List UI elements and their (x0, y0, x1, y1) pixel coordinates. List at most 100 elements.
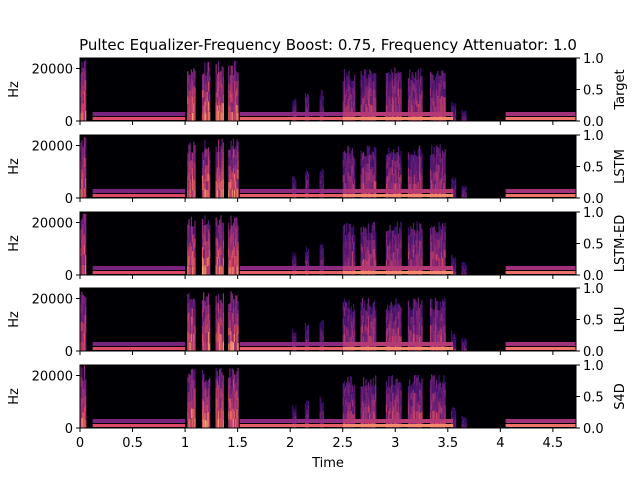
spectral-cell (369, 400, 371, 408)
spectral-cell (438, 310, 440, 318)
spectral-cell (193, 160, 195, 170)
spectral-cell (308, 328, 310, 334)
spectral-cell (395, 324, 397, 334)
spectral-cell (385, 404, 388, 413)
spectral-cell (373, 342, 376, 351)
spectral-cell (400, 329, 402, 337)
spectral-cell (204, 235, 206, 246)
spectral-cell (461, 272, 463, 275)
spectral-cell (416, 411, 418, 420)
spectral-cell (373, 230, 376, 240)
spectral-cell (431, 225, 433, 234)
spectral-cell (390, 260, 392, 268)
spectral-cell (189, 419, 191, 428)
spectral-cell (203, 159, 205, 168)
spectral-cell (366, 253, 368, 261)
spectral-cell (345, 248, 347, 255)
spectral-cell (205, 266, 207, 275)
spectral-cell (412, 231, 414, 241)
spectral-cell (322, 335, 324, 341)
right-tick-label: 0.5 (583, 391, 604, 406)
spectral-cell (295, 183, 297, 187)
spectral-cell (464, 418, 466, 421)
spectral-cell (351, 413, 354, 421)
spectral-cell (343, 112, 346, 121)
spectral-cell (450, 182, 453, 186)
spectral-cell (429, 104, 432, 113)
spectral-cell (216, 81, 218, 90)
spectral-cell (80, 365, 82, 377)
spectral-cell (220, 299, 222, 309)
spectral-cell (363, 402, 365, 412)
spectral-cell (413, 401, 416, 411)
spectral-cell (295, 344, 297, 348)
spectral-cell (347, 385, 349, 394)
spectral-cell (306, 404, 309, 410)
spectral-cell (304, 102, 306, 107)
spectral-cell (360, 227, 362, 236)
spectral-cell (189, 82, 191, 91)
spectral-cell (395, 403, 397, 412)
spectral-cell (80, 81, 82, 90)
spectral-cell (365, 251, 367, 260)
spectral-cell (409, 112, 411, 121)
spectral-cell (222, 401, 224, 411)
spectral-cell (407, 393, 410, 401)
spectral-cell (304, 263, 306, 268)
spectral-cell (409, 261, 411, 269)
spectral-cell (375, 330, 377, 338)
spectral-cell (420, 240, 422, 250)
spectral-cell (373, 73, 376, 82)
spectral-cell (190, 265, 192, 275)
panel-label: LSTM-ED (613, 215, 628, 273)
spectral-cell (83, 187, 86, 198)
x-axis-label: Time (311, 456, 344, 471)
spectral-cell (209, 378, 211, 387)
spectral-cell (209, 159, 211, 168)
spectral-cell (413, 182, 416, 191)
spectral-cell (407, 85, 410, 93)
spectral-cell (232, 90, 235, 99)
spectral-cell (206, 305, 208, 315)
spectral-cell (191, 167, 194, 176)
spectral-cell (452, 414, 454, 418)
spectral-cell (83, 332, 86, 342)
spectral-cell (237, 151, 239, 161)
spectral-cell (433, 330, 435, 338)
spectral-cell (193, 379, 195, 390)
spectral-cell (217, 410, 220, 420)
panels-group: 020000Hz0.00.51.0Target020000Hz0.00.51.0… (7, 52, 628, 437)
spectral-cell (231, 258, 233, 267)
spectral-cell (319, 244, 321, 250)
spectral-cell (188, 144, 190, 154)
spectral-cell (395, 298, 397, 307)
spectral-cell (435, 317, 438, 326)
spectral-cell (321, 335, 323, 341)
spectral-cell (320, 331, 322, 337)
spectral-cell (353, 414, 355, 422)
spectral-cell (353, 100, 355, 108)
spectral-cell (187, 96, 189, 105)
spectral-cell (420, 189, 422, 198)
spectral-cell (400, 88, 402, 97)
spectral-cell (354, 164, 356, 172)
spectral-cell (237, 80, 239, 89)
low-frequency-band (239, 117, 343, 120)
spectral-cell (293, 333, 295, 337)
spectral-cell (306, 184, 309, 190)
spectral-cell (342, 398, 344, 406)
spectral-cell (371, 258, 373, 267)
spectral-cell (439, 189, 441, 198)
spectral-cell (234, 374, 236, 384)
spectral-cell (209, 103, 211, 113)
spectral-cell (389, 320, 391, 329)
spectral-cell (189, 250, 191, 259)
spectral-cell (399, 177, 401, 185)
spectral-cell (193, 258, 195, 267)
spectral-cell (370, 253, 372, 261)
spectral-cell (204, 420, 206, 428)
spectral-cell (365, 387, 367, 396)
spectral-cell (293, 268, 295, 272)
spectral-cell (320, 95, 322, 101)
spectral-cell (433, 146, 435, 156)
